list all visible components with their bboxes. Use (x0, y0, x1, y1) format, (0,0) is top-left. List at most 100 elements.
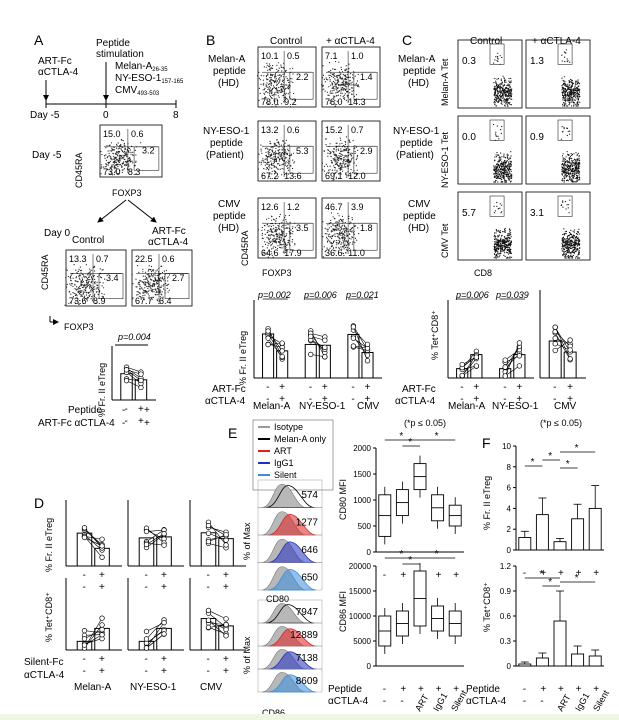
flow-dot (349, 80, 351, 82)
flow-dot (335, 84, 337, 86)
flow-dot (495, 172, 497, 175)
flow-dot (81, 273, 83, 275)
flow-dot (342, 232, 344, 235)
pair-line (126, 372, 142, 384)
flow-dot (494, 253, 496, 256)
flow-dot (569, 162, 571, 164)
flow-dot (340, 159, 342, 161)
flow-dot (81, 295, 84, 297)
flow-dot (564, 94, 566, 96)
flow-dot (118, 164, 120, 166)
flow-dot (331, 169, 334, 171)
flow-dot (573, 234, 575, 236)
plot-frame (525, 39, 591, 109)
flow-dot (572, 99, 574, 101)
flow-dot (269, 77, 271, 79)
c-row-actla4: αCTLA-4 (395, 396, 436, 407)
flow-dot (495, 246, 497, 248)
flow-dot (282, 149, 284, 151)
flow-dot (566, 127, 569, 129)
flow-dot (113, 165, 116, 167)
flow-dot (354, 152, 356, 154)
flow-dot (346, 91, 348, 93)
flow-dot (263, 82, 265, 84)
flow-dot (115, 147, 117, 149)
flow-dot (348, 151, 350, 154)
flow-dot (335, 250, 337, 252)
b-group-nyeso: NY-ESO-1 (299, 401, 346, 412)
flow-dot (323, 165, 326, 167)
flow-dot (503, 77, 505, 79)
flow-dot (269, 87, 271, 89)
flow-dot (125, 151, 127, 153)
flow-dot (501, 243, 503, 245)
flow-dot (343, 94, 345, 96)
flow-dot (494, 167, 496, 169)
flow-dot (94, 270, 96, 272)
flow-dot (258, 99, 260, 101)
flow-dot (95, 288, 97, 290)
flow-dot (109, 150, 111, 152)
sign-plus: + (279, 382, 285, 393)
flow-dot (500, 181, 502, 183)
flow-dot (339, 74, 341, 76)
flow-dot (566, 89, 568, 92)
flow-dot (97, 293, 99, 295)
flow-dot (340, 151, 342, 153)
flow-dot (330, 70, 332, 72)
flow-dot (107, 156, 109, 158)
flow-dot (155, 270, 157, 272)
flow-dot (145, 278, 147, 280)
flow-dot (268, 217, 270, 219)
flow-dot (344, 140, 346, 143)
flow-dot (112, 174, 114, 176)
flow-dot (498, 173, 500, 175)
flow-dot (126, 154, 128, 156)
flow-dot (288, 230, 290, 232)
flow-dot (269, 234, 271, 236)
flow-dot (281, 89, 283, 91)
flow-dot (258, 153, 260, 155)
flow-dot (75, 289, 78, 291)
flow-dot (503, 243, 505, 245)
flow-dot (564, 158, 566, 160)
flow-dot (271, 215, 273, 217)
panel-c-letter: C (402, 32, 412, 48)
d-group-nyeso: NY-ESO-1 (130, 682, 177, 693)
flow-dot (494, 103, 496, 105)
flow-dot (285, 162, 287, 164)
flow-dot (287, 223, 289, 226)
flow-dot (501, 86, 503, 89)
flow-dot (132, 297, 134, 299)
flow-dot (68, 291, 70, 293)
flow-dot (345, 149, 348, 151)
flow-dot (114, 171, 116, 173)
flow-dot (566, 247, 568, 249)
quadrant-value: 9.2 (284, 97, 297, 107)
flow-dot (269, 237, 272, 239)
flow-dot (78, 303, 80, 305)
flow-dot (346, 94, 348, 96)
flow-dot (507, 177, 509, 179)
flow-dot (571, 154, 573, 156)
flow-dot (564, 99, 567, 102)
flow-dot (565, 239, 567, 241)
quadrant-value: 0.7 (96, 254, 109, 264)
flow-dot (282, 231, 284, 233)
flow-dot (284, 241, 286, 243)
flow-dot (349, 242, 351, 244)
b-row-art: ART-Fc (212, 384, 246, 395)
flow-dot (350, 87, 352, 89)
flow-dot (497, 170, 499, 172)
flow-dot (345, 136, 347, 138)
flow-dot (150, 279, 152, 281)
flow-dot (154, 272, 156, 274)
flow-dot (152, 276, 154, 278)
flow-dot (273, 251, 275, 253)
flow-dot (499, 203, 501, 205)
flow-dot (576, 171, 579, 173)
flow-dot (138, 283, 140, 285)
flow-dot (357, 84, 359, 86)
flow-dot (272, 224, 274, 227)
flow-dot (116, 144, 118, 146)
